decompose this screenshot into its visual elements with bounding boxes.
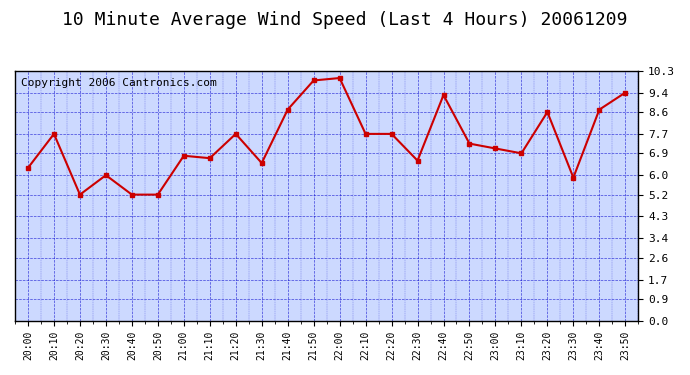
Text: Copyright 2006 Cantronics.com: Copyright 2006 Cantronics.com xyxy=(21,78,217,88)
Text: 10 Minute Average Wind Speed (Last 4 Hours) 20061209: 10 Minute Average Wind Speed (Last 4 Hou… xyxy=(62,11,628,29)
